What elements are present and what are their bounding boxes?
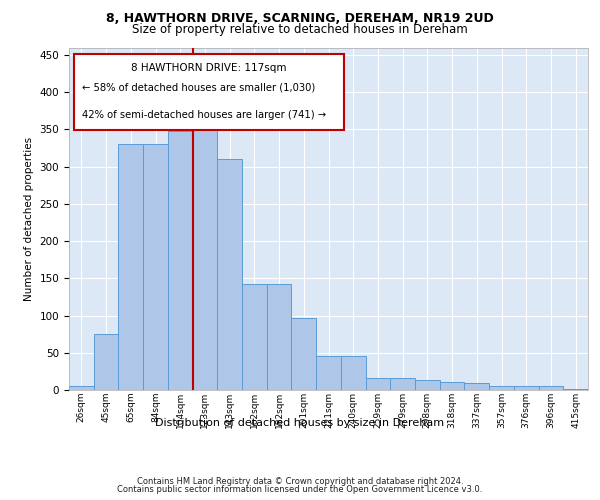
Text: Contains HM Land Registry data © Crown copyright and database right 2024.: Contains HM Land Registry data © Crown c…: [137, 477, 463, 486]
Bar: [365, 378, 390, 390]
Bar: [440, 382, 464, 390]
Bar: [415, 380, 440, 390]
Bar: [514, 386, 539, 390]
Bar: [217, 159, 242, 390]
Text: 8 HAWTHORN DRIVE: 117sqm: 8 HAWTHORN DRIVE: 117sqm: [131, 63, 287, 73]
Bar: [292, 318, 316, 390]
Y-axis label: Number of detached properties: Number of detached properties: [24, 136, 34, 301]
Bar: [242, 284, 267, 390]
Text: ← 58% of detached houses are smaller (1,030): ← 58% of detached houses are smaller (1,…: [82, 82, 315, 92]
Text: 42% of semi-detached houses are larger (741) →: 42% of semi-detached houses are larger (…: [82, 110, 326, 120]
Bar: [267, 284, 292, 390]
Text: Distribution of detached houses by size in Dereham: Distribution of detached houses by size …: [155, 418, 445, 428]
Bar: [390, 378, 415, 390]
Bar: [118, 144, 143, 390]
Bar: [193, 118, 217, 390]
Bar: [539, 386, 563, 390]
Bar: [341, 356, 365, 390]
Bar: [316, 356, 341, 390]
Bar: [489, 386, 514, 390]
Text: Contains public sector information licensed under the Open Government Licence v3: Contains public sector information licen…: [118, 485, 482, 494]
Bar: [143, 144, 168, 390]
Text: Size of property relative to detached houses in Dereham: Size of property relative to detached ho…: [132, 22, 468, 36]
Bar: [563, 388, 588, 390]
Bar: [94, 334, 118, 390]
Text: 8, HAWTHORN DRIVE, SCARNING, DEREHAM, NR19 2UD: 8, HAWTHORN DRIVE, SCARNING, DEREHAM, NR…: [106, 12, 494, 26]
Bar: [464, 384, 489, 390]
Bar: [69, 386, 94, 390]
FancyBboxPatch shape: [74, 54, 344, 130]
Bar: [168, 131, 193, 390]
